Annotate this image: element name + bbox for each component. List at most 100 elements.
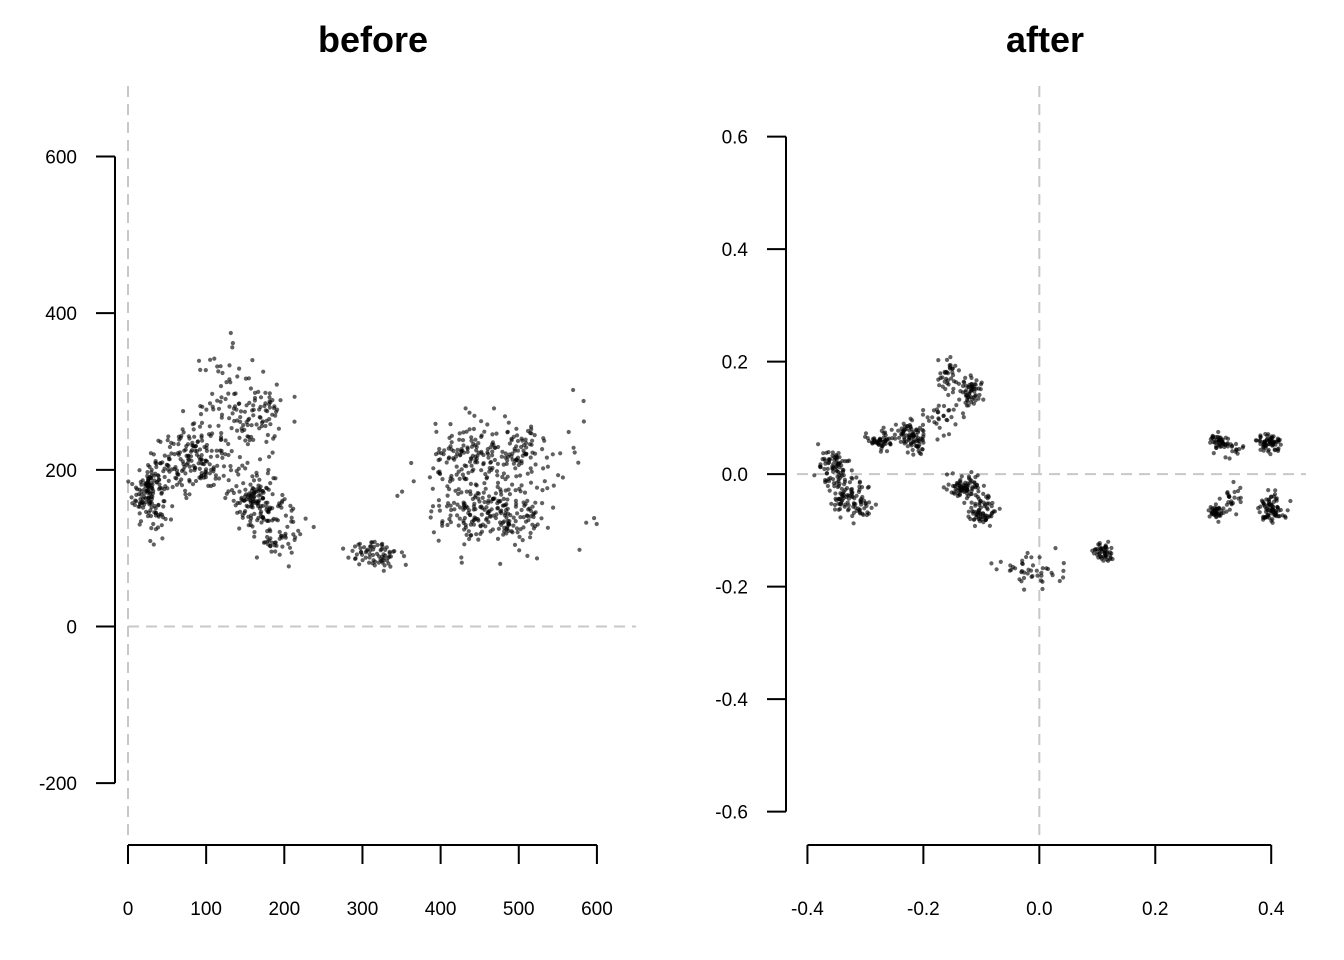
data-point [1029, 555, 1034, 560]
data-point [1229, 501, 1234, 506]
data-point [459, 467, 464, 472]
data-point [243, 487, 248, 492]
data-point [259, 520, 264, 525]
data-point [153, 527, 158, 532]
data-point [272, 434, 277, 439]
data-point [517, 534, 522, 540]
data-point [485, 422, 490, 427]
data-point [503, 488, 508, 493]
data-point [900, 430, 906, 435]
before-axes: -200 0 200 400 600 0 100 200 300 400 500 600 [39, 148, 613, 921]
data-point [1238, 495, 1243, 500]
data-point [126, 479, 131, 484]
after-points [812, 355, 1293, 592]
data-point [511, 515, 516, 520]
data-point [448, 513, 453, 518]
data-point [502, 529, 507, 534]
data-point [901, 421, 906, 426]
data-point [206, 483, 211, 488]
data-point [431, 530, 436, 535]
data-point [984, 505, 990, 510]
data-point [524, 513, 530, 518]
data-point [859, 485, 865, 490]
data-point [449, 440, 454, 445]
data-point [524, 451, 529, 456]
data-point [367, 552, 372, 557]
data-point [845, 508, 851, 513]
data-point [525, 428, 531, 434]
data-point [287, 545, 293, 550]
data-point [444, 460, 449, 465]
data-point [178, 457, 183, 462]
data-point [820, 457, 825, 462]
y-tick-label: -0.4 [715, 690, 748, 711]
data-point [571, 445, 576, 450]
data-point [188, 468, 193, 473]
data-point [463, 406, 468, 411]
data-point [1278, 442, 1283, 447]
data-point [517, 548, 522, 553]
data-point [982, 515, 987, 520]
data-point [490, 453, 495, 458]
data-point [916, 448, 921, 453]
data-point [917, 425, 923, 430]
data-point [851, 521, 856, 526]
data-point [234, 407, 239, 412]
data-point [165, 438, 170, 443]
data-point [461, 430, 466, 435]
data-point [437, 446, 442, 452]
data-point [920, 447, 925, 452]
data-point [1211, 437, 1216, 442]
data-point [884, 437, 889, 442]
data-point [286, 541, 291, 547]
data-point [849, 468, 854, 473]
data-point [816, 442, 821, 447]
data-point [961, 379, 966, 384]
data-point [201, 462, 207, 467]
x-tick-label: 600 [581, 899, 613, 920]
data-point [293, 535, 298, 540]
data-point [479, 434, 484, 439]
data-point [964, 403, 970, 408]
data-point [1268, 452, 1273, 457]
data-point [981, 397, 986, 402]
data-point [258, 395, 264, 400]
data-point [821, 451, 826, 456]
data-point [1230, 449, 1235, 454]
data-point [1282, 514, 1288, 519]
y-tick-label: 200 [45, 461, 77, 482]
data-point [246, 523, 251, 528]
data-point [134, 492, 139, 497]
data-point [292, 394, 297, 399]
data-point [1258, 435, 1263, 440]
data-point [399, 550, 404, 555]
data-point [506, 420, 511, 425]
data-point [196, 461, 201, 466]
data-point [233, 503, 238, 508]
data-point [467, 512, 473, 518]
data-point [545, 525, 551, 530]
data-point [272, 404, 277, 409]
data-point [1266, 488, 1271, 493]
data-point [832, 502, 838, 508]
data-point [466, 529, 471, 534]
data-point [502, 414, 508, 419]
data-point [866, 511, 872, 516]
data-point [428, 515, 433, 520]
data-point [219, 448, 224, 453]
data-point [921, 428, 926, 434]
data-point [465, 505, 470, 510]
data-point [241, 423, 246, 428]
data-point [427, 475, 432, 480]
data-point [1232, 495, 1237, 500]
data-point [505, 430, 510, 435]
data-point [487, 494, 492, 499]
data-point [539, 516, 544, 521]
data-point [251, 486, 256, 491]
data-point [183, 492, 188, 497]
data-point [475, 460, 480, 465]
data-point [869, 505, 874, 510]
data-point [474, 448, 479, 453]
data-point [265, 432, 270, 438]
data-point [197, 466, 202, 471]
